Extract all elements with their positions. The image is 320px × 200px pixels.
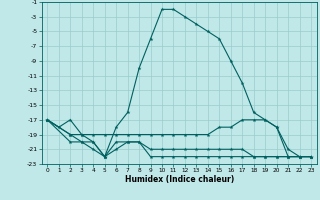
X-axis label: Humidex (Indice chaleur): Humidex (Indice chaleur)	[124, 175, 234, 184]
